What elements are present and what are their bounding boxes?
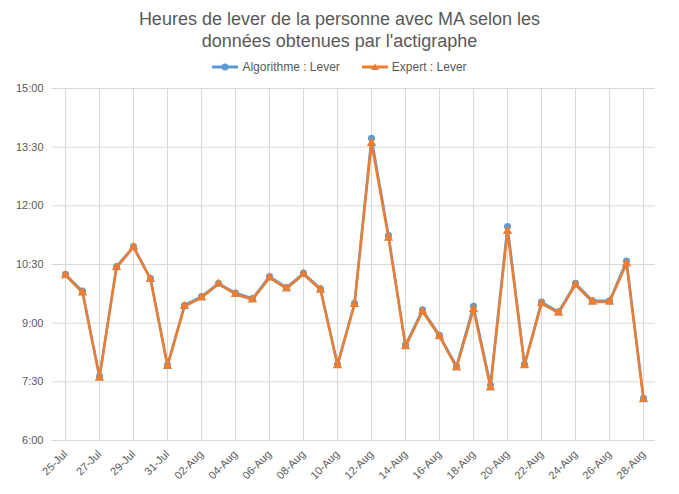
svg-text:24-Aug: 24-Aug bbox=[546, 448, 580, 482]
svg-text:12:00: 12:00 bbox=[16, 199, 44, 211]
html-text:Heures de lever de la personne: Heures de lever de la personne avec MA s… bbox=[138, 9, 541, 51]
svg-text:06-Aug: 06-Aug bbox=[240, 448, 274, 482]
svg-text:13:30: 13:30 bbox=[16, 141, 44, 153]
svg-text:7:30: 7:30 bbox=[22, 375, 43, 387]
svg-text:6:00: 6:00 bbox=[22, 434, 43, 446]
svg-text:10-Aug: 10-Aug bbox=[308, 448, 342, 482]
html-text:Algorithme : Lever: Algorithme : Lever bbox=[242, 60, 340, 74]
svg-text:22-Aug: 22-Aug bbox=[512, 448, 546, 482]
svg-text:26-Aug: 26-Aug bbox=[580, 448, 614, 482]
svg-text:04-Aug: 04-Aug bbox=[206, 448, 240, 482]
svg-text:29-Jul: 29-Jul bbox=[108, 448, 138, 478]
svg-text:16-Aug: 16-Aug bbox=[410, 448, 444, 482]
svg-text:10:30: 10:30 bbox=[16, 258, 44, 270]
svg-text:28-Aug: 28-Aug bbox=[614, 448, 648, 482]
svg-text:31-Jul: 31-Jul bbox=[142, 448, 172, 478]
svg-text:14-Aug: 14-Aug bbox=[376, 448, 410, 482]
svg-text:02-Aug: 02-Aug bbox=[172, 448, 206, 482]
svg-text:15:00: 15:00 bbox=[16, 82, 44, 94]
html-text:Expert : Lever: Expert : Lever bbox=[391, 60, 467, 74]
svg-text:25-Jul: 25-Jul bbox=[40, 448, 70, 478]
svg-text:9:00: 9:00 bbox=[22, 317, 43, 329]
svg-text:18-Aug: 18-Aug bbox=[444, 448, 478, 482]
svg-text:08-Aug: 08-Aug bbox=[274, 448, 308, 482]
svg-text:27-Jul: 27-Jul bbox=[74, 448, 104, 478]
svg-text:20-Aug: 20-Aug bbox=[478, 448, 512, 482]
svg-text:12-Aug: 12-Aug bbox=[342, 448, 376, 482]
